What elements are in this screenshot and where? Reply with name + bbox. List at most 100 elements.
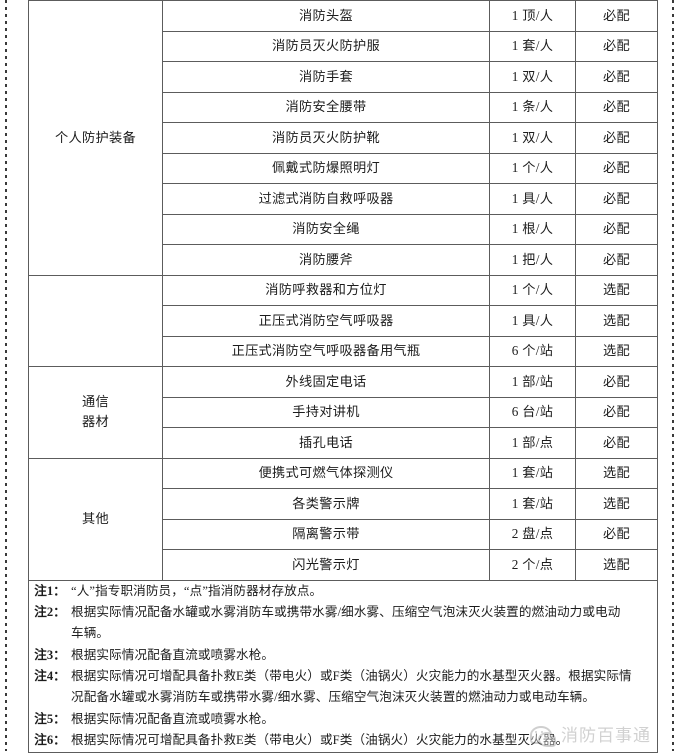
equipment-name-cell: 消防安全腰带 (162, 91, 490, 123)
category-cell: 通信 器材 (28, 366, 163, 459)
quantity-cell: 6 个/站 (489, 335, 576, 367)
quantity-cell: 1 个/人 (489, 274, 576, 306)
equipment-name-cell: 消防头盔 (162, 0, 490, 32)
note-text: 况配备水罐或水雾消防车或携带水雾/细水雾、压缩空气泡沫灭火装置的燃油动力或电动车… (71, 690, 596, 705)
table-row: 隔离警示带 2 盘/点 必配 (29, 518, 658, 550)
equipment-name-cell: 消防手套 (162, 61, 490, 93)
table-row: 正压式消防空气呼吸器备用气瓶 6 个/站 选配 (29, 335, 658, 367)
category-label-line: 其他 (82, 510, 109, 526)
note-label: 注6： (34, 733, 66, 748)
equipment-name-cell: 佩戴式防爆照明灯 (162, 152, 490, 184)
quantity-cell: 1 条/人 (489, 91, 576, 123)
equipment-name-cell: 消防安全绳 (162, 213, 490, 245)
quantity-cell: 1 双/人 (489, 61, 576, 93)
category-cell: 个人防护装备 (28, 0, 163, 276)
table-row: 消防安全绳 1 根/人 必配 (29, 213, 658, 245)
requirement-cell: 必配 (575, 152, 658, 184)
note-text: 根据实际情况配备水罐或水雾消防车或携带水雾/细水雾、压缩空气泡沫灭火装置的燃油动… (71, 604, 621, 619)
equipment-name-cell: 消防员灭火防护服 (162, 30, 490, 62)
requirement-cell: 选配 (575, 335, 658, 367)
requirement-cell: 必配 (575, 0, 658, 32)
requirement-cell: 选配 (575, 488, 658, 520)
note-line: 注6： 根据实际情况可增配具备扑救E类（带电火）或F类（油锅火）火灾能力的水基型灭… (29, 730, 657, 750)
equipment-name-cell: 过滤式消防自救呼吸器 (162, 183, 490, 215)
quantity-cell: 1 套/站 (489, 457, 576, 489)
requirement-cell: 必配 (575, 396, 658, 428)
equipment-name-cell: 隔离警示带 (162, 518, 490, 550)
requirement-cell: 必配 (575, 518, 658, 550)
note-line: 注2： 根据实际情况配备水罐或水雾消防车或携带水雾/细水雾、压缩空气泡沫灭火装置的… (29, 602, 657, 622)
table-row: 手持对讲机 6 台/站 必配 (29, 396, 658, 428)
note-label: 注1： (34, 583, 66, 598)
note-line: 注5： 根据实际情况配备直流或喷雾水枪。 (29, 709, 657, 729)
table-row: 消防员灭火防护靴 1 双/人 必配 (29, 122, 658, 154)
table-row: 消防呼救器和方位灯 1 个/人 选配 (28, 274, 658, 367)
equipment-requirements-table: 个人防护装备 消防头盔 1 顶/人 必配 消防员灭火防护服 1 套/人 必配 消防手套 1 双/… (28, 0, 658, 753)
requirement-cell: 必配 (575, 30, 658, 62)
table-row: 通信 器材 外线固定电话 1 部/站 必配 (28, 366, 658, 459)
note-text: 根据实际情况配备直流或喷雾水枪。 (71, 711, 275, 726)
note-label: 注4： (34, 669, 66, 684)
quantity-cell: 1 具/人 (489, 305, 576, 337)
requirement-cell: 必配 (575, 91, 658, 123)
note-line: 况配备水罐或水雾消防车或携带水雾/细水雾、压缩空气泡沫灭火装置的燃油动力或电动车… (29, 687, 657, 707)
requirement-cell: 选配 (575, 274, 658, 306)
quantity-cell: 1 套/站 (489, 488, 576, 520)
quantity-cell: 1 根/人 (489, 213, 576, 245)
quantity-cell: 1 顶/人 (489, 0, 576, 32)
quantity-cell: 2 盘/点 (489, 518, 576, 550)
requirement-cell: 必配 (575, 122, 658, 154)
note-line: 车辆。 (29, 623, 657, 643)
table-row: 消防腰斧 1 把/人 必配 (29, 244, 658, 276)
table-row: 闪光警示灯 2 个/点 选配 (29, 549, 658, 581)
quantity-cell: 1 部/站 (489, 366, 576, 398)
equipment-name-cell: 消防员灭火防护靴 (162, 122, 490, 154)
quantity-cell: 1 把/人 (489, 244, 576, 276)
note-line: 注4： 根据实际情况可增配具备扑救E类（带电火）或F类（油锅火）火灾能力的水基型灭… (29, 666, 657, 686)
equipment-name-cell: 消防腰斧 (162, 244, 490, 276)
equipment-name-cell: 正压式消防空气呼吸器备用气瓶 (162, 335, 490, 367)
equipment-name-cell: 闪光警示灯 (162, 549, 490, 581)
requirement-cell: 必配 (575, 183, 658, 215)
requirement-cell: 选配 (575, 305, 658, 337)
requirement-cell: 必配 (575, 61, 658, 93)
table-row: 消防手套 1 双/人 必配 (29, 61, 658, 93)
table-row: 佩戴式防爆照明灯 1 个/人 必配 (29, 152, 658, 184)
equipment-name-cell: 正压式消防空气呼吸器 (162, 305, 490, 337)
requirement-cell: 必配 (575, 244, 658, 276)
note-text: 根据实际情况可增配具备扑救E类（带电火）或F类（油锅火）火灾能力的水基型灭火器。… (71, 669, 632, 684)
table-row: 消防安全腰带 1 条/人 必配 (29, 91, 658, 123)
page-edge-guide-left (5, 0, 7, 751)
quantity-cell: 2 个/点 (489, 549, 576, 581)
requirement-cell: 选配 (575, 457, 658, 489)
table-row: 个人防护装备 消防头盔 1 顶/人 必配 (28, 0, 658, 276)
category-label-line: 个人防护装备 (55, 129, 136, 145)
equipment-name-cell: 消防呼救器和方位灯 (162, 274, 490, 306)
page-edge-guide-right (672, 0, 674, 751)
quantity-cell: 1 具/人 (489, 183, 576, 215)
document-sheet: 个人防护装备 消防头盔 1 顶/人 必配 消防员灭火防护服 1 套/人 必配 消防手套 1 双/… (28, 0, 658, 753)
table-row: 过滤式消防自救呼吸器 1 具/人 必配 (29, 183, 658, 215)
note-label: 注2： (34, 604, 66, 619)
requirement-cell: 必配 (575, 427, 658, 459)
equipment-name-cell: 外线固定电话 (162, 366, 490, 398)
note-text: 根据实际情况配备直流或喷雾水枪。 (71, 647, 275, 662)
equipment-name-cell: 手持对讲机 (162, 396, 490, 428)
category-label-line: 器材 (82, 414, 109, 430)
equipment-name-cell: 便携式可燃气体探测仪 (162, 457, 490, 489)
note-line: 注3： 根据实际情况配备直流或喷雾水枪。 (29, 645, 657, 665)
category-cell (28, 274, 163, 367)
quantity-cell: 1 双/人 (489, 122, 576, 154)
quantity-cell: 1 套/人 (489, 30, 576, 62)
requirement-cell: 必配 (575, 213, 658, 245)
table-row: 正压式消防空气呼吸器 1 具/人 选配 (29, 305, 658, 337)
note-line: 注1： “人”指专职消防员，“点”指消防器材存放点。 (29, 581, 657, 601)
table-row: 其他 便携式可燃气体探测仪 1 套/站 选配 (28, 457, 658, 581)
note-label: 注3： (34, 647, 66, 662)
quantity-cell: 1 部/点 (489, 427, 576, 459)
quantity-cell: 1 个/人 (489, 152, 576, 184)
note-label: 注5： (34, 711, 66, 726)
category-cell: 其他 (28, 457, 163, 581)
equipment-name-cell: 各类警示牌 (162, 488, 490, 520)
equipment-name-cell: 插孔电话 (162, 427, 490, 459)
